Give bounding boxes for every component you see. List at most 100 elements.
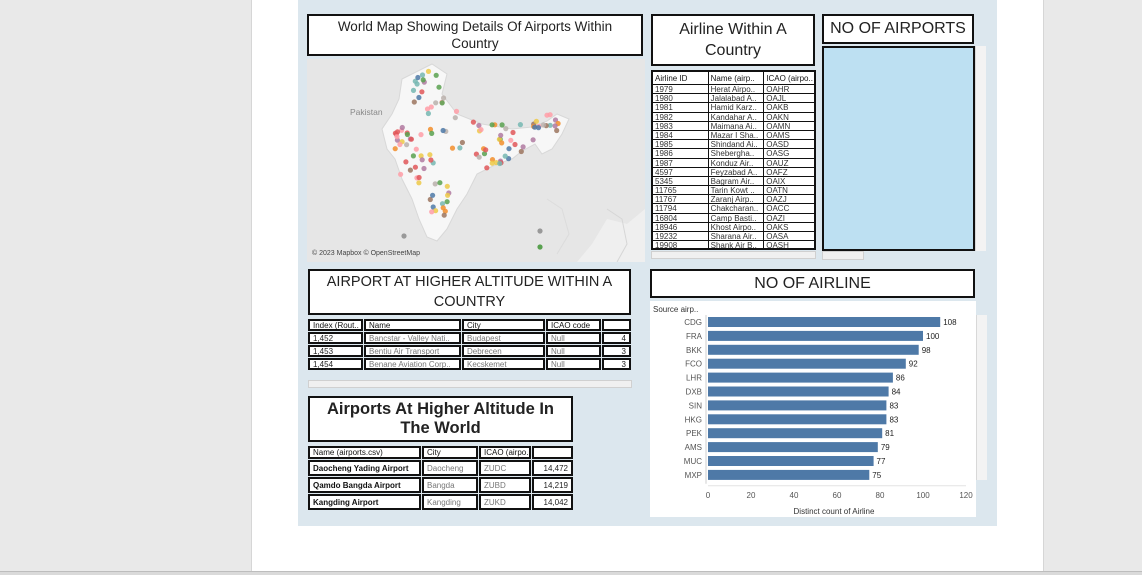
category-label: DXB <box>686 388 702 397</box>
airport-dot <box>554 127 560 134</box>
table-cell: OAKB <box>766 103 789 112</box>
table-row[interactable]: 11767 Zaranj Airp.. OAZJ <box>653 195 814 205</box>
airport-dot <box>419 157 425 163</box>
no-of-airports-panel[interactable] <box>822 46 975 251</box>
table-cell: Benane Aviation Corp.. <box>364 358 461 370</box>
airport-dot <box>498 132 504 138</box>
table-cell: Daocheng <box>422 460 478 476</box>
table-row[interactable]: Kangding Airport Kangding ZUKD 14,042 <box>308 494 574 511</box>
table-row[interactable]: 19908 Shank Air B.. OASH <box>653 241 814 248</box>
bar-chart-svg: Source airp.. CDG 108 FRA 100 BKK 98 FCO 92 LHR 86… <box>653 305 973 516</box>
airport-dot <box>497 160 503 167</box>
table-cell: 16804 <box>653 213 709 222</box>
table-cell: OAMS <box>766 130 790 140</box>
airline-table-scrollbar[interactable] <box>651 251 816 259</box>
altitude-world-header: Name (airports.csv) City ICAO (airpo.. <box>308 446 574 460</box>
airport-dot <box>470 119 476 125</box>
airport-dot <box>432 181 438 187</box>
airport-dot <box>544 112 550 118</box>
airport-dot <box>425 68 432 74</box>
table-cell: ZUBD <box>479 477 531 493</box>
table-cell: 1983 <box>653 121 709 130</box>
table-cell: OASA <box>766 232 789 241</box>
world-map[interactable]: Pakistan © 2023 Mapbox © OpenStreetMap <box>307 59 645 262</box>
no-of-airports-title: NO OF AIRPORTS <box>830 20 966 37</box>
table-row[interactable]: 1985 Shindand Ai.. OASD <box>653 140 814 150</box>
airport-dot <box>419 72 426 78</box>
table-row[interactable]: 16804 Camp Basti.. OAZI <box>653 213 814 223</box>
altitude-country-title: AIRPORT AT HIGHER ALTITUDE WITHIN A COUN… <box>326 274 613 310</box>
no-of-airline-title: NO OF AIRLINE <box>754 274 871 292</box>
airport-dot <box>499 122 505 128</box>
table-row[interactable]: 1987 Konduz Air.. OAUZ <box>653 158 814 168</box>
airport-dot <box>537 244 543 250</box>
table-cell: Camp Basti.. <box>709 213 765 222</box>
bar-cdg <box>708 317 941 327</box>
table-row[interactable]: 1980 Jalalabad A.. OAJL <box>653 94 814 104</box>
table-cell: Zaranj Airp.. <box>709 195 765 204</box>
table-row[interactable]: 1979 Herat Airpo.. OAHR <box>653 85 814 95</box>
altitude-country-table[interactable]: Index (Rout.. Name City ICAO code 1,452 Bancs… <box>308 319 632 377</box>
table-cell: 3 <box>602 358 631 370</box>
bar-bkk <box>708 344 919 355</box>
bar-value-label: 77 <box>877 457 886 466</box>
category-label: FRA <box>686 332 703 341</box>
airport-dot <box>416 174 422 181</box>
x-tick-label: 40 <box>790 491 799 500</box>
table-row[interactable]: Daocheng Yading Airport Daocheng ZUDC 14,47… <box>308 460 574 477</box>
no-of-airline-chart[interactable]: Source airp.. CDG 108 FRA 100 BKK 98 FCO 92 LHR 86… <box>650 301 976 517</box>
table-row[interactable]: 1983 Maimana Ai.. OAMN <box>653 121 814 131</box>
table-row[interactable]: 18946 Khost Airpo.. OAKS <box>653 222 814 232</box>
airport-dot <box>430 192 436 198</box>
column-header: Name <box>364 319 461 331</box>
table-row[interactable]: 1,454 Benane Aviation Corp.. Kecskemet Null… <box>308 358 632 371</box>
table-cell: Null <box>546 358 601 370</box>
table-cell: 1981 <box>653 103 709 112</box>
airport-dot <box>453 108 460 114</box>
bar-mxp <box>708 469 870 480</box>
airport-dot <box>425 110 431 117</box>
table-cell: 4597 <box>653 167 709 176</box>
airport-dot <box>533 118 539 124</box>
table-row[interactable]: 11794 Chakcharan.. OACC <box>653 204 814 214</box>
table-row[interactable]: 19232 Sharana Air.. OASA <box>653 232 814 242</box>
table-row[interactable]: 5345 Bagram Air.. OAIX <box>653 176 814 187</box>
no-of-airline-scrollbar[interactable] <box>976 315 987 480</box>
map-title-box: World Map Showing Details Of Airports Wi… <box>307 14 643 56</box>
table-row[interactable]: 1984 Mazar I Sha.. OAMS <box>653 130 814 141</box>
airline-title: Airline Within A Country <box>679 21 787 59</box>
no-of-airports-scrollbar[interactable] <box>975 46 986 251</box>
table-cell: 14,219 <box>532 477 573 493</box>
table-row[interactable]: 1982 Kandahar A.. OAKN <box>653 112 814 122</box>
airline-table-header: Airline ID Name (airp.. ICAO (airpo.. <box>653 72 814 85</box>
no-of-airports-h-scrollbar[interactable] <box>822 251 864 260</box>
table-row[interactable]: 1981 Hamid Karz.. OAKB <box>653 103 814 113</box>
airport-dot <box>415 74 421 81</box>
table-row[interactable]: Qamdo Bangda Airport Bangda ZUBD 14,219 <box>308 477 574 494</box>
airline-table[interactable]: Airline ID Name (airp.. ICAO (airpo.. 1979 H… <box>651 70 816 250</box>
table-row[interactable]: 1986 Sheberghа.. OASG <box>653 149 814 159</box>
table-cell: 3 <box>602 345 631 357</box>
altitude-world-table[interactable]: Name (airports.csv) City ICAO (airpo.. Daoc… <box>308 446 574 516</box>
column-header <box>532 446 573 459</box>
map-svg <box>307 59 645 262</box>
chart-column-header: Source airp.. <box>653 305 698 314</box>
table-row[interactable]: 4597 Feyzabad A.. OAFZ <box>653 167 814 177</box>
table-row[interactable]: 1,452 Bancstar - Valley Nati.. Budapest Nul… <box>308 332 632 345</box>
airport-dot <box>427 126 434 132</box>
table-cell: Maimana Ai.. <box>709 121 765 130</box>
table-cell: Shank Air B.. <box>709 241 765 248</box>
airport-dot <box>428 104 434 110</box>
table-row[interactable]: 11765 Tarin Kowt .. OATN <box>653 186 814 196</box>
airport-dot <box>408 136 414 142</box>
table-cell: 14,472 <box>532 460 573 476</box>
bar-value-label: 100 <box>926 332 940 341</box>
bar-value-label: 108 <box>943 318 957 327</box>
airport-dot <box>512 141 518 148</box>
airport-dot <box>508 137 514 143</box>
altitude-country-scrollbar[interactable] <box>308 380 632 388</box>
table-row[interactable]: 1,453 Bentiu Air Transport Debrecen Null 3 <box>308 345 632 358</box>
bar-hkg <box>708 414 887 425</box>
airport-dot <box>413 146 419 152</box>
airport-dot <box>407 167 413 173</box>
